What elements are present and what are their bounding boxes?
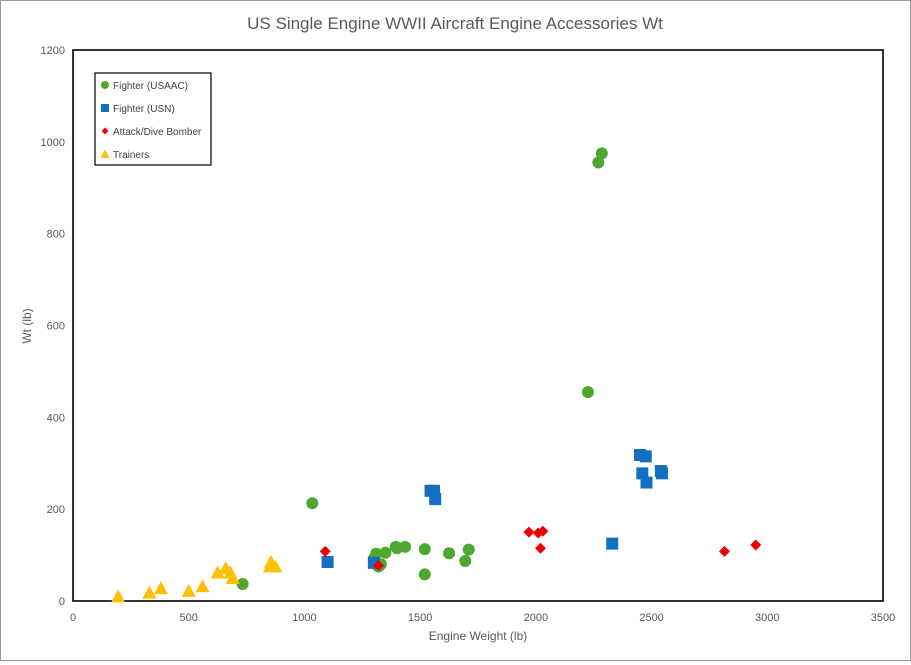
data-point-attack-dive-bomber <box>319 545 331 557</box>
data-point-trainers <box>181 583 196 597</box>
y-tick-label: 600 <box>47 321 65 333</box>
x-tick-label: 3500 <box>871 612 895 624</box>
data-point-fighter-usn <box>606 537 619 550</box>
x-tick-label: 500 <box>180 612 198 624</box>
legend-marker <box>101 81 109 89</box>
data-point-fighter-usn <box>429 493 442 506</box>
data-point-fighter-usaac <box>306 497 319 510</box>
x-tick-label: 2000 <box>524 612 548 624</box>
legend-marker <box>100 149 110 158</box>
data-point-fighter-usn <box>655 467 668 480</box>
data-point-fighter-usaac <box>370 547 383 560</box>
data-point-attack-dive-bomber <box>523 526 535 538</box>
data-point-fighter-usn <box>640 476 653 489</box>
axis-ticks: 0 500 1000 1500 2000 2500 3000 3500 0 200 400 600 80… <box>41 45 896 624</box>
data-point-fighter-usaac <box>236 578 249 591</box>
y-tick-label: 800 <box>47 229 65 241</box>
data-point-fighter-usaac <box>592 156 605 169</box>
data-point-fighter-usn <box>321 555 334 568</box>
legend-label: Attack/Dive Bomber <box>113 127 202 138</box>
x-tick-label: 1000 <box>292 612 316 624</box>
data-point-fighter-usaac <box>399 540 412 553</box>
data-point-attack-dive-bomber <box>537 525 549 537</box>
x-tick-label: 3000 <box>755 612 779 624</box>
x-tick-label: 2500 <box>639 612 663 624</box>
data-point-fighter-usaac <box>462 543 475 556</box>
data-point-attack-dive-bomber <box>750 539 762 551</box>
legend-marker <box>101 104 109 112</box>
data-point-fighter-usaac <box>581 386 594 399</box>
data-point-fighter-usn <box>639 450 652 463</box>
x-axis-label: Engine Weight (lb) <box>429 629 528 643</box>
y-tick-label: 1200 <box>41 45 65 57</box>
y-tick-label: 0 <box>59 596 65 608</box>
legend-marker <box>101 127 109 135</box>
chart-title: US Single Engine WWII Aircraft Engine Ac… <box>247 14 663 33</box>
legend-box <box>94 72 212 166</box>
legend-label: Fighter (USN) <box>113 104 175 115</box>
legend-label: Fighter (USAAC) <box>113 81 188 92</box>
x-tick-label: 0 <box>70 612 76 624</box>
data-point-trainers <box>111 589 126 603</box>
data-point-attack-dive-bomber <box>718 545 730 557</box>
data-point-fighter-usaac <box>379 546 392 559</box>
data-point-fighter-usaac <box>418 568 431 581</box>
data-point-trainers <box>195 579 210 593</box>
legend-label: Trainers <box>113 150 149 161</box>
data-point-attack-dive-bomber <box>372 560 384 572</box>
data-point-trainers <box>153 581 168 595</box>
data-point-fighter-usaac <box>418 543 431 556</box>
data-point-fighter-usn <box>636 467 649 480</box>
data-points <box>111 147 762 603</box>
y-tick-label: 400 <box>47 412 65 424</box>
legend: Fighter (USAAC) Fighter (USN) Attack/Dive … <box>94 72 212 166</box>
data-point-trainers <box>210 565 225 579</box>
data-point-trainers <box>268 559 283 573</box>
data-point-fighter-usaac <box>595 147 608 160</box>
y-tick-label: 200 <box>47 504 65 516</box>
data-point-attack-dive-bomber <box>534 542 546 554</box>
y-axis-label: Wt (lb) <box>20 308 34 343</box>
data-point-trainers <box>142 585 157 599</box>
y-tick-label: 1000 <box>41 137 65 149</box>
x-tick-label: 1500 <box>408 612 432 624</box>
data-point-trainers <box>225 571 240 584</box>
data-point-fighter-usaac <box>459 555 472 568</box>
data-point-fighter-usaac <box>443 547 456 560</box>
